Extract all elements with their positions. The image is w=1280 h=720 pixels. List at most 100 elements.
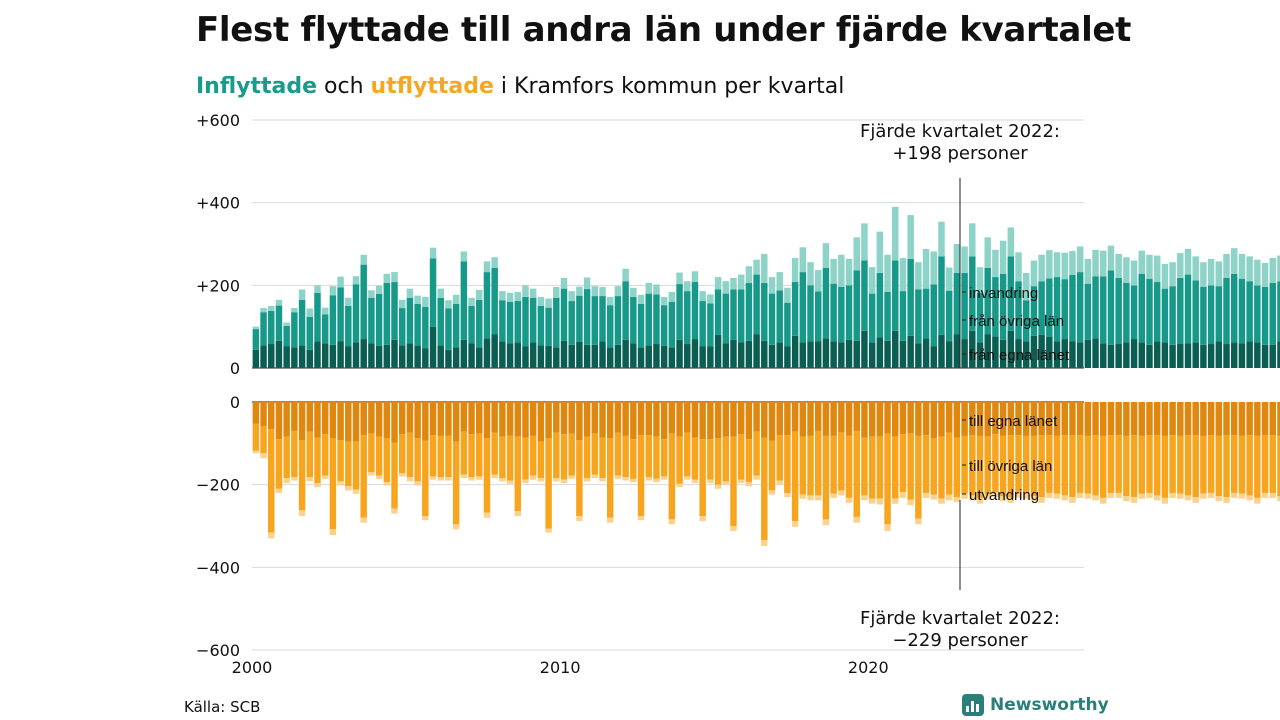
inflow-bar-same-county	[838, 342, 845, 368]
outflow-bar-emigration	[360, 517, 367, 523]
inflow-bar-immigration	[992, 249, 999, 278]
inflow-bar-immigration	[668, 291, 676, 302]
inflow-bar-same-county	[1138, 342, 1146, 368]
chart-subtitle: Inflyttade och utflyttade i Kramfors kom…	[196, 74, 844, 99]
outflow-bar-same-county	[1100, 402, 1107, 436]
inflow-bar-immigration	[522, 285, 529, 297]
inflow-bar-same-county	[953, 334, 961, 368]
inflow-bar-immigration	[1069, 251, 1076, 275]
outflow-bar-other-counties	[953, 437, 961, 498]
inflow-bar-same-county	[822, 338, 830, 368]
inflow-bar-same-county	[945, 341, 953, 368]
outflow-bar-same-county	[745, 402, 753, 440]
outflow-bar-same-county	[1115, 402, 1122, 436]
inflow-bar-other-counties	[560, 288, 568, 341]
outflow-bar-same-county	[999, 402, 1007, 436]
outflow-bar-other-counties	[321, 434, 329, 476]
inflow-bar-same-county	[422, 348, 429, 368]
outflow-bar-same-county	[1169, 402, 1176, 436]
inflow-bar-immigration	[976, 267, 984, 293]
outflow-bar-emigration	[1061, 495, 1068, 501]
inflow-bar-other-counties	[984, 267, 991, 335]
outflow-bar-same-county	[953, 402, 961, 438]
outflow-bar-emigration	[1038, 497, 1045, 503]
outflow-bar-same-county	[1238, 402, 1246, 436]
inflow-bar-same-county	[1007, 330, 1015, 368]
outflow-bar-emigration	[1092, 495, 1099, 501]
outflow-bar-other-counties	[522, 437, 529, 480]
outflow-bar-emigration	[653, 478, 660, 483]
outflow-bar-same-county	[476, 402, 483, 434]
inflow-bar-immigration	[514, 291, 522, 302]
outflow-bar-emigration	[452, 524, 460, 530]
inflow-bar-other-counties	[969, 256, 976, 331]
inflow-bar-other-counties	[845, 285, 853, 340]
inflow-bar-other-counties	[899, 291, 907, 341]
inflow-bar-immigration	[892, 206, 899, 261]
inflow-bar-other-counties	[283, 325, 290, 347]
inflow-bar-same-county	[776, 342, 783, 368]
inflow-bar-other-counties	[260, 312, 267, 346]
outflow-bar-same-county	[437, 402, 444, 436]
outflow-bar-same-county	[560, 402, 568, 435]
outflow-bar-same-county	[830, 402, 837, 436]
inflow-bar-same-county	[545, 345, 552, 368]
outflow-bar-same-county	[876, 402, 884, 437]
inflow-bar-immigration	[414, 295, 421, 304]
outflow-bar-emigration	[445, 477, 452, 481]
outflow-bar-same-county	[614, 402, 622, 433]
outflow-bar-other-counties	[252, 423, 260, 451]
inflow-bars	[252, 206, 1280, 368]
y-tick-label-inflow: +200	[196, 276, 240, 295]
subtitle-outflow-word: utflyttade	[370, 74, 494, 99]
inflow-bar-immigration	[776, 272, 783, 291]
outflow-bar-other-counties	[406, 432, 414, 478]
inflow-bar-immigration	[1130, 260, 1138, 286]
inflow-bar-other-counties	[1061, 279, 1068, 340]
outflow-bar-other-counties	[422, 440, 429, 517]
outflow-bar-emigration	[1246, 495, 1253, 501]
outflow-bar-same-county	[684, 402, 691, 433]
outflow-bar-same-county	[306, 402, 314, 432]
inflow-bar-same-county	[745, 340, 753, 368]
inflow-bar-other-counties	[1261, 286, 1269, 345]
outflow-bar-emigration	[884, 524, 891, 531]
inflow-bar-immigration	[737, 274, 745, 290]
inflow-bar-immigration	[1115, 253, 1122, 278]
outflow-bar-other-counties	[1261, 435, 1269, 493]
inflow-bar-other-counties	[1238, 278, 1246, 344]
inflow-bar-same-county	[630, 343, 637, 368]
inflow-bar-immigration	[838, 254, 845, 287]
inflow-bar-immigration	[314, 285, 321, 293]
outflow-bar-other-counties	[452, 441, 460, 525]
inflow-bar-same-county	[984, 334, 991, 368]
outflow-bar-emigration	[768, 490, 776, 495]
outflow-bar-emigration	[1238, 493, 1246, 499]
outflow-bar-emigration	[776, 480, 783, 485]
inflow-bar-other-counties	[537, 306, 545, 346]
inflow-bar-same-county	[576, 341, 583, 368]
outflow-bar-emigration	[337, 481, 344, 486]
outflow-bar-emigration	[1146, 492, 1153, 498]
outflow-bar-emigration	[329, 529, 337, 536]
outflow-bar-emigration	[822, 519, 830, 526]
inflow-bar-other-counties	[630, 296, 637, 344]
inflow-bar-same-county	[861, 330, 868, 368]
outflow-bar-emigration	[1130, 497, 1138, 503]
outflow-bar-emigration	[1207, 492, 1215, 498]
outflow-bar-emigration	[684, 476, 691, 480]
inflow-bar-immigration	[553, 286, 560, 298]
inflow-bar-other-counties	[1084, 283, 1092, 340]
inflow-bar-same-county	[1200, 344, 1207, 368]
inflow-bar-other-counties	[892, 260, 899, 331]
outflow-bar-same-county	[945, 402, 953, 433]
y-tick-label-outflow: −400	[196, 558, 240, 577]
outflow-bar-other-counties	[776, 435, 783, 481]
outflow-bar-same-county	[768, 402, 776, 441]
outflow-bar-emigration	[984, 494, 991, 500]
inflow-bar-immigration	[984, 237, 991, 268]
outflow-bar-emigration	[291, 477, 298, 481]
label-till-ovriga-lan: till övriga län	[969, 458, 1052, 475]
inflow-bar-immigration	[291, 308, 298, 313]
